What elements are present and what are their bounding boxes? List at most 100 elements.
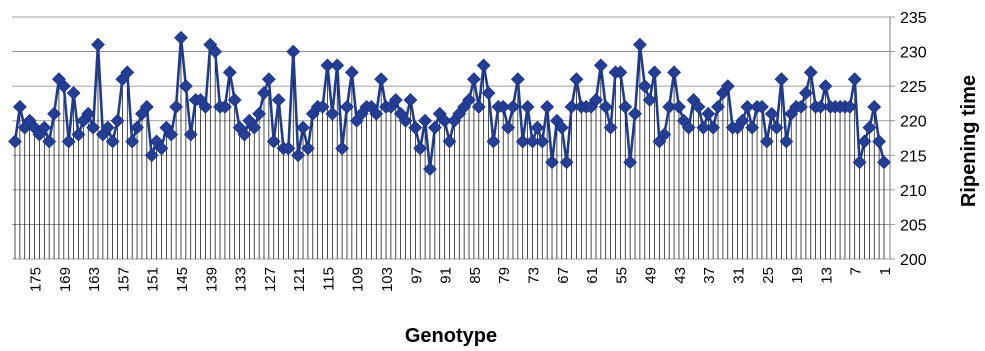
data-point bbox=[813, 99, 828, 114]
x-tick-label: 163 bbox=[86, 267, 103, 292]
data-point bbox=[501, 120, 516, 135]
data-point bbox=[418, 113, 433, 128]
data-point bbox=[247, 120, 262, 135]
data-point bbox=[286, 44, 301, 59]
data-point bbox=[86, 120, 101, 135]
data-point bbox=[535, 134, 550, 149]
data-point bbox=[178, 79, 193, 94]
data-point bbox=[340, 99, 354, 114]
x-tick-label: 13 bbox=[818, 267, 835, 284]
data-point bbox=[662, 99, 677, 114]
data-point bbox=[81, 106, 96, 121]
data-point bbox=[759, 134, 774, 149]
data-point bbox=[877, 155, 891, 170]
x-tick-label: 43 bbox=[672, 267, 689, 284]
y-tick-label: 210 bbox=[900, 183, 927, 200]
data-point bbox=[466, 72, 481, 87]
data-point bbox=[374, 72, 389, 87]
data-point bbox=[657, 127, 672, 142]
data-point bbox=[862, 120, 877, 135]
data-point bbox=[628, 106, 642, 121]
data-point bbox=[569, 72, 584, 87]
data-point bbox=[672, 99, 686, 114]
data-point bbox=[261, 72, 276, 87]
data-point bbox=[613, 65, 628, 80]
y-tick-labels: 200 205 210 215 220 225 230 235 bbox=[900, 10, 927, 269]
data-point bbox=[486, 134, 501, 149]
y-tick-label: 230 bbox=[900, 45, 927, 62]
data-point bbox=[842, 99, 857, 114]
data-point bbox=[720, 79, 735, 94]
data-point bbox=[257, 86, 271, 100]
data-point bbox=[642, 93, 657, 107]
data-point bbox=[632, 37, 647, 52]
data-point bbox=[496, 99, 511, 114]
data-point bbox=[589, 93, 603, 107]
data-point bbox=[647, 65, 662, 80]
data-point bbox=[8, 134, 22, 149]
x-tick-label: 49 bbox=[643, 267, 660, 284]
data-point bbox=[198, 99, 213, 114]
data-point bbox=[769, 120, 784, 135]
data-point bbox=[764, 106, 779, 121]
data-point bbox=[545, 155, 559, 170]
x-tick-label: 169 bbox=[57, 267, 74, 292]
x-tick-label: 127 bbox=[262, 267, 279, 292]
data-point bbox=[701, 106, 716, 121]
series-markers bbox=[8, 30, 891, 177]
data-point bbox=[462, 93, 476, 107]
data-point bbox=[291, 148, 306, 163]
data-point bbox=[471, 99, 486, 114]
data-point bbox=[252, 106, 267, 121]
y-tick-label: 200 bbox=[900, 252, 927, 269]
data-point bbox=[618, 99, 633, 114]
grid-lines bbox=[12, 16, 895, 260]
data-point bbox=[510, 72, 525, 87]
data-point bbox=[598, 99, 613, 114]
data-point bbox=[525, 134, 540, 149]
data-point bbox=[852, 155, 867, 170]
data-point bbox=[745, 120, 760, 135]
x-tick-label: 1 bbox=[877, 267, 894, 275]
data-point bbox=[398, 113, 413, 128]
x-tick-label: 175 bbox=[28, 267, 45, 292]
data-point bbox=[554, 120, 569, 135]
data-point bbox=[711, 99, 725, 114]
data-point bbox=[300, 141, 315, 156]
data-point bbox=[320, 58, 335, 73]
data-point bbox=[593, 58, 608, 73]
data-point bbox=[540, 99, 555, 114]
data-point bbox=[110, 113, 125, 128]
data-point bbox=[803, 65, 818, 80]
y-tick-label: 235 bbox=[900, 10, 927, 27]
data-point bbox=[867, 99, 882, 114]
data-point bbox=[56, 79, 71, 94]
data-point bbox=[637, 79, 652, 94]
x-tick-label: 145 bbox=[174, 267, 191, 292]
data-point bbox=[706, 120, 721, 135]
data-point bbox=[423, 162, 437, 177]
data-point bbox=[520, 99, 535, 114]
data-point bbox=[71, 127, 86, 142]
data-point bbox=[330, 58, 345, 73]
data-point bbox=[740, 99, 755, 114]
x-tick-labels: 175 169 163 157 151 145 139 133 127 121 115 109 103 9… bbox=[28, 267, 895, 292]
data-point bbox=[169, 99, 184, 114]
x-tick-label: 25 bbox=[760, 267, 777, 284]
data-point bbox=[218, 99, 232, 114]
x-tick-label: 157 bbox=[115, 267, 132, 292]
data-point bbox=[208, 44, 223, 59]
x-tick-label: 151 bbox=[145, 267, 162, 292]
data-point bbox=[515, 134, 530, 149]
y-axis-title: Ripening time bbox=[958, 75, 980, 207]
data-point bbox=[139, 99, 154, 114]
x-tick-label: 133 bbox=[233, 267, 250, 292]
x-tick-label: 139 bbox=[203, 267, 220, 292]
x-tick-label: 19 bbox=[789, 267, 806, 284]
data-point bbox=[559, 155, 574, 170]
data-point bbox=[506, 99, 520, 114]
data-point bbox=[47, 106, 61, 121]
x-tick-label: 85 bbox=[467, 267, 484, 284]
data-point bbox=[735, 113, 750, 128]
